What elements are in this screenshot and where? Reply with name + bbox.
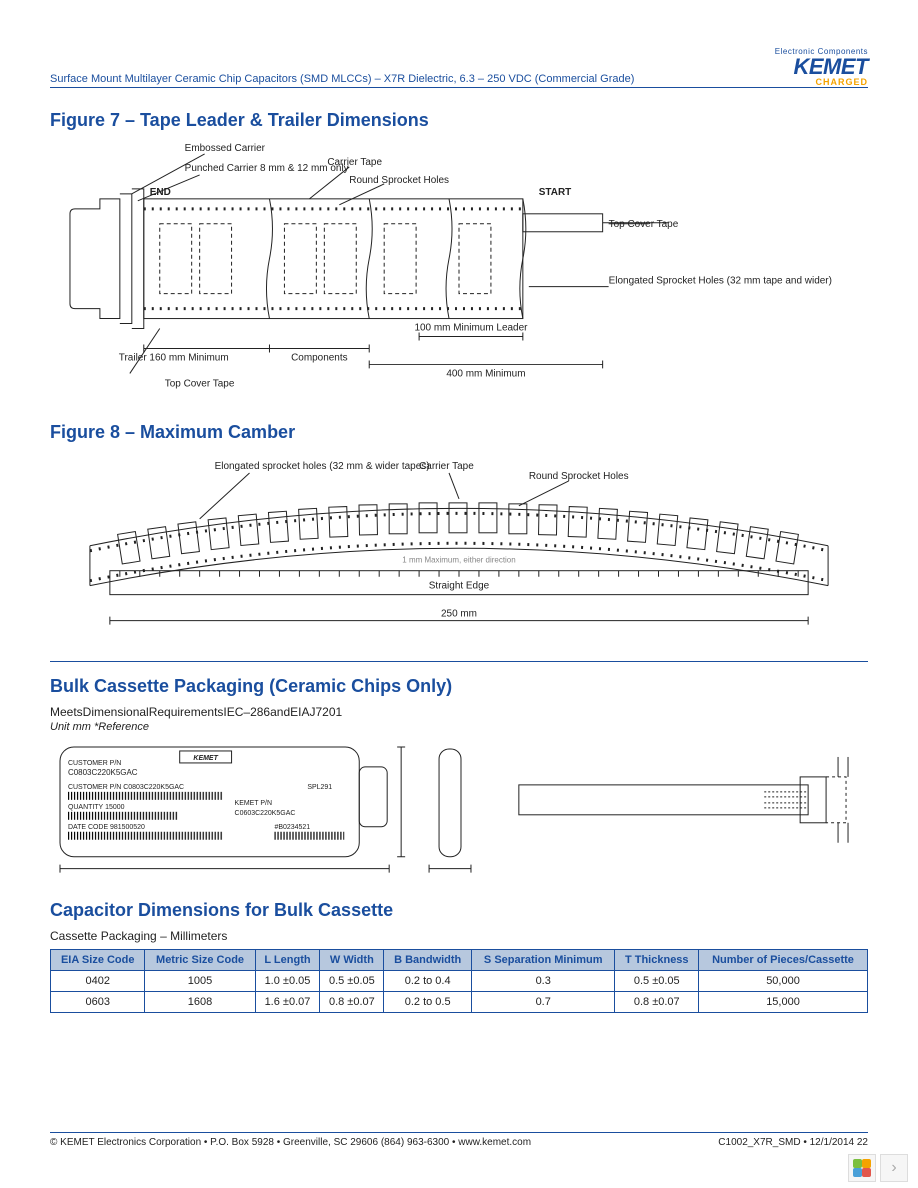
figure8-diagram: Elongated sprocket holes (32 mm & wider … bbox=[50, 451, 868, 641]
fig7-trailer: Trailer 160 mm Minimum bbox=[119, 352, 229, 363]
bulk-unit: Unit mm *Reference bbox=[50, 721, 868, 733]
pager-next-button[interactable]: › bbox=[880, 1154, 908, 1182]
table-cell: 15,000 bbox=[699, 992, 868, 1013]
fig7-embossed: Embossed Carrier bbox=[185, 143, 266, 154]
pager: › bbox=[848, 1154, 908, 1182]
table-cell: 0.5 ±0.05 bbox=[615, 971, 699, 992]
c-custpn: C0803C220K5GAC bbox=[68, 768, 138, 777]
table-header: W Width bbox=[320, 950, 384, 971]
svg-text:C0803C220K5GAC: C0803C220K5GAC bbox=[68, 768, 138, 777]
c-custpn-lbl: CUSTOMER P/N bbox=[68, 760, 121, 767]
fig7-topcover-r: Top Cover Tape bbox=[609, 219, 679, 230]
table-cell: 1005 bbox=[145, 971, 255, 992]
fig7-components: Components bbox=[291, 352, 348, 363]
dimtable-title: Capacitor Dimensions for Bulk Cassette bbox=[50, 900, 868, 921]
fig7-elong: Elongated Sprocket Holes (32 mm tape and… bbox=[609, 276, 832, 287]
table-cell: 0.8 ±0.07 bbox=[615, 992, 699, 1013]
fig7-punched: Punched Carrier 8 mm & 12 mm only bbox=[185, 163, 349, 174]
c-lot: #B0234521 bbox=[274, 824, 310, 831]
figure8-title: Figure 8 – Maximum Camber bbox=[50, 422, 868, 443]
fig8-straight: Straight Edge bbox=[429, 581, 490, 592]
pager-apps-icon[interactable] bbox=[848, 1154, 876, 1182]
table-cell: 1608 bbox=[145, 992, 255, 1013]
table-cell: 0.2 to 0.5 bbox=[384, 992, 472, 1013]
fig7-400: 400 mm Minimum bbox=[446, 368, 525, 379]
c-qty-lbl: QUANTITY bbox=[68, 804, 104, 811]
figure7-title: Figure 7 – Tape Leader & Trailer Dimensi… bbox=[50, 110, 868, 131]
dimensions-table: EIA Size CodeMetric Size CodeL LengthW W… bbox=[50, 949, 868, 1013]
table-header: Metric Size Code bbox=[145, 950, 255, 971]
c-spl: SPL291 bbox=[307, 784, 332, 791]
page-footer: © KEMET Electronics Corporation • P.O. B… bbox=[50, 1132, 868, 1148]
bulk-title: Bulk Cassette Packaging (Ceramic Chips O… bbox=[50, 676, 868, 697]
svg-text:KEMET P/N: KEMET P/N bbox=[235, 800, 272, 807]
fig8-elong: Elongated sprocket holes (32 mm & wider … bbox=[215, 461, 430, 472]
footer-right: C1002_X7R_SMD • 12/1/2014 22 bbox=[718, 1137, 868, 1148]
c-custpn2: C0803C220K5GAC bbox=[123, 784, 184, 791]
table-row: 060316081.6 ±0.070.8 ±0.070.2 to 0.50.70… bbox=[51, 992, 868, 1013]
table-header: S Separation Minimum bbox=[471, 950, 615, 971]
logo-subtext: CHARGED bbox=[775, 78, 868, 87]
table-cell: 1.0 ±0.05 bbox=[255, 971, 320, 992]
svg-text:CUSTOMER P/N: CUSTOMER P/N bbox=[68, 760, 121, 767]
table-cell: 0.2 to 0.4 bbox=[384, 971, 472, 992]
cassette-brand: KEMET bbox=[193, 755, 218, 762]
svg-text:SPL291: SPL291 bbox=[307, 784, 332, 791]
svg-text:QUANTITY 15000: QUANTITY 15000 bbox=[68, 804, 125, 811]
logo-text: KEMET bbox=[775, 56, 868, 78]
c-qty: 15000 bbox=[105, 804, 125, 811]
table-cell: 0.5 ±0.05 bbox=[320, 971, 384, 992]
figure7-diagram: Embossed Carrier Punched Carrier 8 mm & … bbox=[50, 139, 868, 408]
bulk-cassette-diagram: KEMET CUSTOMER P/N C0803C220K5GAC CUSTOM… bbox=[50, 737, 868, 887]
table-header: B Bandwidth bbox=[384, 950, 472, 971]
kemet-logo: Electronic Components KEMET CHARGED bbox=[775, 48, 868, 87]
table-header: EIA Size Code bbox=[51, 950, 145, 971]
c-kpn-lbl: KEMET P/N bbox=[235, 800, 272, 807]
table-cell: 0.8 ±0.07 bbox=[320, 992, 384, 1013]
bulk-req: MeetsDimensionalRequirementsIEC–286andEI… bbox=[50, 705, 868, 719]
page-header: Surface Mount Multilayer Ceramic Chip Ca… bbox=[50, 48, 868, 88]
table-cell: 0.3 bbox=[471, 971, 615, 992]
fig7-start: START bbox=[539, 187, 571, 198]
fig8-carrier: Carrier Tape bbox=[419, 461, 474, 472]
fig7-end: END bbox=[150, 187, 171, 198]
table-header: Number of Pieces/Cassette bbox=[699, 950, 868, 971]
c-date-lbl: DATE CODE bbox=[68, 824, 108, 831]
table-cell: 50,000 bbox=[699, 971, 868, 992]
table-cell: 1.6 ±0.07 bbox=[255, 992, 320, 1013]
fig7-carrier: Carrier Tape bbox=[327, 157, 382, 168]
table-cell: 0.7 bbox=[471, 992, 615, 1013]
fig7-round: Round Sprocket Holes bbox=[349, 175, 449, 186]
chevron-right-icon: › bbox=[891, 1159, 896, 1177]
footer-left: © KEMET Electronics Corporation • P.O. B… bbox=[50, 1137, 531, 1148]
c-custpn2-lbl: CUSTOMER P/N bbox=[68, 784, 121, 791]
header-title: Surface Mount Multilayer Ceramic Chip Ca… bbox=[50, 73, 634, 85]
table-row: 040210051.0 ±0.050.5 ±0.050.2 to 0.40.30… bbox=[51, 971, 868, 992]
dimtable-subtitle: Cassette Packaging – Millimeters bbox=[50, 929, 868, 943]
divider bbox=[50, 661, 868, 662]
table-header: T Thickness bbox=[615, 950, 699, 971]
clover-icon bbox=[853, 1159, 871, 1177]
fig8-round: Round Sprocket Holes bbox=[529, 471, 629, 482]
c-date: 981500520 bbox=[110, 824, 145, 831]
svg-text:CUSTOMER P/N C0803C220K5GAC: CUSTOMER P/N C0803C220K5GAC bbox=[68, 784, 184, 791]
svg-text:DATE CODE 981500520: DATE CODE 981500520 bbox=[68, 824, 145, 831]
table-cell: 0603 bbox=[51, 992, 145, 1013]
c-kpn: C0603C220K5GAC bbox=[235, 810, 296, 817]
table-header: L Length bbox=[255, 950, 320, 971]
svg-text:#B0234521: #B0234521 bbox=[274, 824, 310, 831]
table-cell: 0402 bbox=[51, 971, 145, 992]
fig7-minleader: 100 mm Minimum Leader bbox=[414, 323, 528, 334]
svg-text:C0603C220K5GAC: C0603C220K5GAC bbox=[235, 810, 296, 817]
fig8-maxdir: 1 mm Maximum, either direction bbox=[402, 556, 515, 565]
fig8-span: 250 mm bbox=[441, 609, 477, 620]
fig7-topcover-l: Top Cover Tape bbox=[165, 378, 235, 389]
